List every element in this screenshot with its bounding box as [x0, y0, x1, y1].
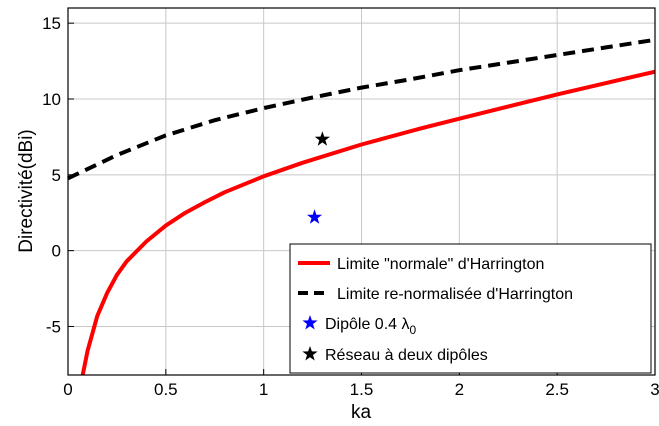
x-tick-label: 3 — [650, 380, 659, 399]
point-reseau-star-icon — [314, 131, 330, 146]
x-tick-label: 0 — [63, 380, 72, 399]
x-tick-label: 0.5 — [154, 380, 178, 399]
y-tick-label: 10 — [42, 90, 61, 109]
point-dipole-star-icon — [306, 209, 323, 224]
legend-label-dipole: Dipôle 0.4 λ0 — [325, 316, 417, 337]
x-tick-label: 1.5 — [350, 380, 374, 399]
series-line-renormalisee — [67, 37, 656, 181]
legend-star-black-icon — [302, 346, 318, 361]
y-tick-label: 0 — [52, 242, 61, 261]
y-tick-label: 15 — [42, 14, 61, 33]
y-tick-label: -5 — [46, 317, 61, 336]
y-tick-label: 5 — [52, 166, 61, 185]
legend-star-blue-shape — [302, 315, 318, 330]
legend-star-blue-icon — [302, 315, 318, 330]
legend-label-renormalisee: Limite re-normalisée d'Harrington — [337, 286, 573, 303]
legend-label-dipole-main: Dipôle 0.4 λ — [325, 316, 410, 333]
x-axis-label: ka — [351, 402, 372, 423]
legend-label-dipole-sub: 0 — [410, 323, 417, 337]
x-tick-label: 2 — [455, 380, 464, 399]
legend-star-black-shape — [302, 346, 318, 361]
x-tick-label: 1 — [259, 380, 268, 399]
x-tick-label: 2.5 — [545, 380, 569, 399]
series-line-normale — [80, 69, 656, 376]
series-layer — [67, 37, 656, 376]
points-layer — [306, 131, 330, 224]
y-axis-label: Directivité(dBi) — [16, 129, 37, 253]
legend-label-normale: Limite "normale" d'Harrington — [337, 256, 544, 273]
legend-label-reseau: Réseau à deux dipôles — [325, 347, 488, 364]
legend-box — [289, 243, 652, 374]
legend: Limite "normale" d'Harrington Limite re-… — [289, 243, 652, 374]
